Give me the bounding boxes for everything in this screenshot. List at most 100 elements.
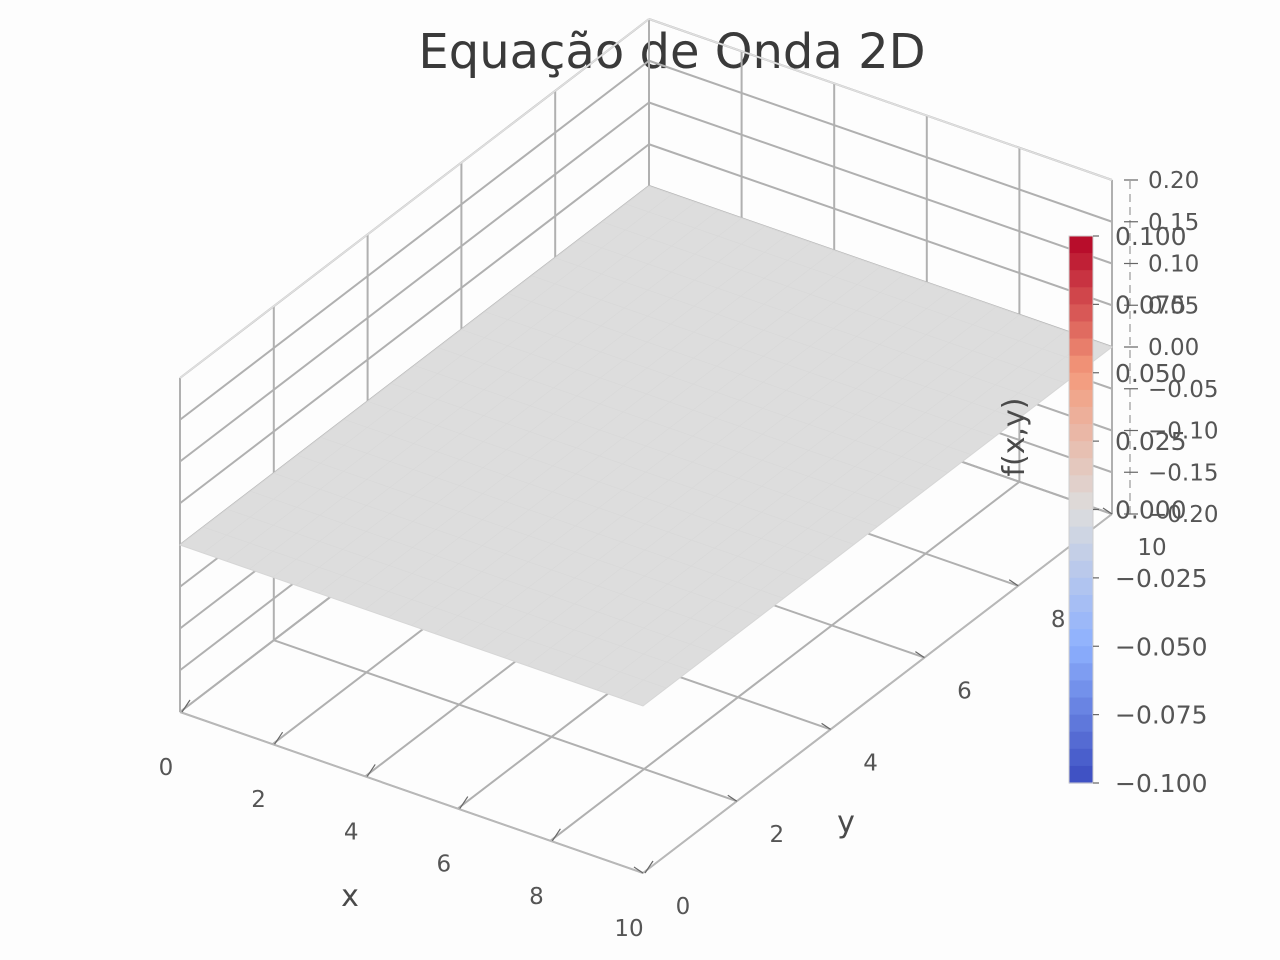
wave-surface xyxy=(178,185,1114,707)
z-tick-label: −0.20 xyxy=(1148,502,1218,528)
axis-lines xyxy=(179,18,1131,874)
colorbar-segment xyxy=(1069,475,1093,494)
y-tick-mark xyxy=(821,722,831,730)
colorbar-segment xyxy=(1069,338,1093,357)
colorbar-segment xyxy=(1069,406,1093,425)
surface-mesh-line xyxy=(573,322,1043,683)
y-tick-label: 8 xyxy=(1051,607,1066,633)
x-tick-label: 10 xyxy=(614,916,643,942)
colorbar-segment xyxy=(1069,253,1093,271)
colorbar-segment xyxy=(1069,543,1093,562)
surface-mesh-line xyxy=(484,311,948,473)
z-tick-label: −0.15 xyxy=(1148,460,1218,486)
colorbar-segment xyxy=(1069,441,1093,459)
x-axis-ticks: 0 2 4 6 8 10 xyxy=(159,699,654,942)
z-axis-ticks: −0.20 −0.15 −0.10 −0.05 0.00 0.05 0.10 0.15 0.20 xyxy=(1124,168,1218,528)
back-pane-gridline xyxy=(648,101,1113,265)
pane-edge xyxy=(179,18,650,379)
surface-mesh-line xyxy=(602,221,1066,384)
x-tick-mark xyxy=(551,828,561,842)
colorbar-segment xyxy=(1069,765,1093,784)
surface-mesh-line xyxy=(461,329,925,491)
colorbar-segment xyxy=(1069,577,1093,596)
back-pane-gridline xyxy=(179,143,650,505)
x-tick-label: 6 xyxy=(436,852,451,878)
z-tick-label: −0.05 xyxy=(1148,377,1218,403)
y-tick-label: 4 xyxy=(863,750,878,776)
x-tick-mark xyxy=(459,796,469,809)
surface-mesh-line xyxy=(578,239,1042,402)
colorbar-tick-label: 0.000 xyxy=(1115,496,1187,525)
colorbar-segment xyxy=(1069,355,1093,374)
back-pane-gridline xyxy=(648,143,1113,307)
colorbar-tick-label: 0.100 xyxy=(1115,222,1187,251)
y-tick-mark xyxy=(633,866,644,874)
x-tick-label: 2 xyxy=(251,787,266,813)
back-pane-gridline xyxy=(179,101,650,463)
z-tick-label: −0.10 xyxy=(1148,419,1218,445)
y-tick-label: 2 xyxy=(769,822,784,848)
colorbar-tick-label: −0.075 xyxy=(1115,701,1208,730)
colorbar-tick-label: 0.075 xyxy=(1115,290,1187,319)
x-axis-line xyxy=(179,711,644,874)
colorbar xyxy=(1068,235,1094,784)
back-pane-gridline xyxy=(179,59,650,421)
surface-mesh-line xyxy=(550,314,1020,675)
colorbar-segment xyxy=(1069,714,1093,733)
colorbar-segment xyxy=(1069,663,1093,682)
colorbar-segment xyxy=(1069,424,1093,442)
surface-mesh-line xyxy=(619,338,1090,699)
colorbar-segment xyxy=(1069,560,1093,579)
x-tick-mark xyxy=(644,860,654,874)
y-tick-label: 0 xyxy=(676,894,691,920)
surface-mesh-line xyxy=(531,275,995,438)
z-tick-label: 0.15 xyxy=(1148,210,1199,236)
y-axis-ticks: 0 2 4 6 8 10 xyxy=(633,507,1167,920)
colorbar-tick-label: −0.050 xyxy=(1115,632,1208,661)
colorbar-segment xyxy=(1069,321,1093,340)
colorbar-segment xyxy=(1069,748,1093,767)
surface-mesh-line xyxy=(508,293,972,455)
y-tick-mark xyxy=(1008,579,1019,587)
z-tick-label: 0.20 xyxy=(1148,168,1199,194)
x-tick-label: 8 xyxy=(529,884,544,910)
colorbar-segment xyxy=(1069,389,1093,408)
surface-mesh-line xyxy=(480,290,951,650)
surface-mesh-line xyxy=(625,203,1089,366)
y-tick-mark xyxy=(1102,507,1113,515)
colorbar-segment xyxy=(1069,594,1093,613)
colorbar-segment xyxy=(1069,372,1093,391)
floor-gridline xyxy=(549,481,1021,842)
x-tick-label: 4 xyxy=(344,819,359,845)
z-tick-label: 0.00 xyxy=(1148,335,1199,361)
colorbar-segment xyxy=(1069,287,1093,305)
y-tick-mark xyxy=(915,651,925,659)
y-tick-mark xyxy=(727,794,738,802)
colorbar-segment xyxy=(1069,680,1093,699)
surface-mesh-line xyxy=(527,306,997,666)
x-tick-mark xyxy=(366,764,376,777)
colorbar-ticks: 0.100 0.075 0.050 0.025 0.000 −0.025 −0.050 −0.… xyxy=(1093,222,1208,798)
colorbar-segment xyxy=(1069,731,1093,750)
y-tick-label: 10 xyxy=(1137,535,1166,561)
x-tick-mark xyxy=(181,699,191,713)
y-tick-label: 6 xyxy=(957,679,972,705)
z-axis-label: f(x,y) xyxy=(997,397,1032,476)
colorbar-segment xyxy=(1069,526,1093,545)
floor-gridline xyxy=(273,639,738,803)
surface-mesh-line xyxy=(437,347,902,509)
surface-mesh-line xyxy=(503,298,974,658)
surface-mesh-line xyxy=(457,282,927,642)
colorbar-segment xyxy=(1069,646,1093,664)
x-tick-mark xyxy=(274,731,284,745)
colorbar-segment xyxy=(1069,629,1093,647)
pane-edge xyxy=(648,18,1113,181)
y-axis-line xyxy=(642,513,1113,874)
colorbar-tick-label: 0.050 xyxy=(1115,359,1187,388)
colorbar-tick-label: 0.025 xyxy=(1115,427,1187,456)
colorbar-tick-label: −0.025 xyxy=(1115,564,1208,593)
colorbar-segment xyxy=(1069,304,1093,323)
surface-mesh-line xyxy=(596,330,1066,691)
surface-mesh-line xyxy=(434,274,904,634)
